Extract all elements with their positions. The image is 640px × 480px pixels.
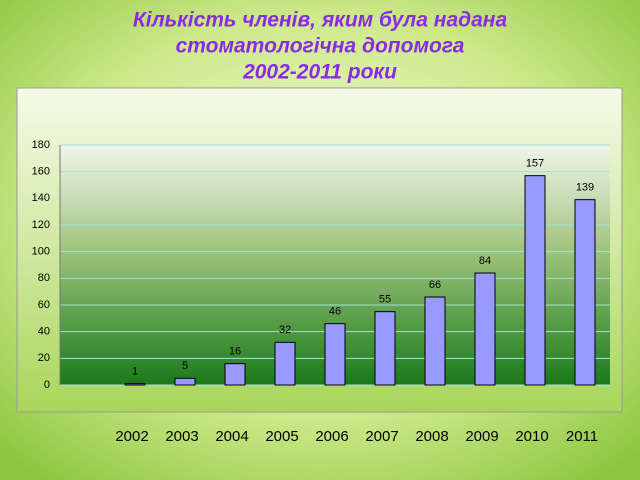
y-tick-label: 180 bbox=[32, 139, 50, 151]
chart-title: 2002-2011 роки bbox=[242, 61, 397, 84]
y-tick-label: 0 bbox=[44, 379, 50, 391]
value-label: 5 bbox=[182, 360, 188, 372]
bar bbox=[124, 383, 146, 386]
x-tick-label: 2007 bbox=[365, 428, 398, 445]
x-tick-label: 2002 bbox=[115, 428, 148, 445]
chart-title: Кількість членів, яким була надана bbox=[133, 9, 508, 32]
value-label: 84 bbox=[479, 255, 491, 267]
x-tick-label: 2011 bbox=[566, 428, 598, 445]
value-label: 16 bbox=[229, 346, 241, 358]
bar bbox=[424, 296, 446, 386]
y-tick-label: 80 bbox=[38, 272, 50, 284]
bar bbox=[574, 199, 596, 386]
x-tick-label: 2003 bbox=[165, 428, 198, 445]
x-tick-label: 2009 bbox=[465, 428, 498, 445]
value-label: 55 bbox=[379, 294, 391, 306]
value-label: 1 bbox=[132, 366, 138, 378]
x-tick-label: 2006 bbox=[315, 428, 348, 445]
bar bbox=[274, 341, 296, 386]
bar bbox=[474, 272, 496, 386]
value-label: 139 bbox=[576, 182, 594, 194]
bar bbox=[224, 363, 246, 386]
bar bbox=[524, 175, 546, 386]
value-label: 157 bbox=[526, 158, 544, 170]
value-label: 66 bbox=[429, 279, 441, 291]
value-label: 46 bbox=[329, 306, 341, 318]
y-tick-label: 100 bbox=[32, 246, 50, 258]
chart-title: стоматологічна допомога bbox=[176, 35, 465, 58]
bar bbox=[374, 311, 396, 386]
x-tick-label: 2008 bbox=[415, 428, 448, 445]
y-tick-label: 60 bbox=[38, 299, 50, 311]
y-tick-label: 20 bbox=[38, 352, 50, 364]
y-tick-label: 40 bbox=[38, 326, 50, 338]
bar bbox=[174, 377, 196, 386]
x-tick-label: 2004 bbox=[215, 428, 248, 445]
x-tick-label: 2010 bbox=[515, 428, 548, 445]
x-tick-label: 2005 bbox=[265, 428, 298, 445]
y-tick-label: 160 bbox=[32, 166, 50, 178]
bar bbox=[324, 323, 346, 386]
y-tick-label: 120 bbox=[32, 219, 50, 231]
y-tick-label: 140 bbox=[32, 192, 50, 204]
value-label: 32 bbox=[279, 324, 291, 336]
